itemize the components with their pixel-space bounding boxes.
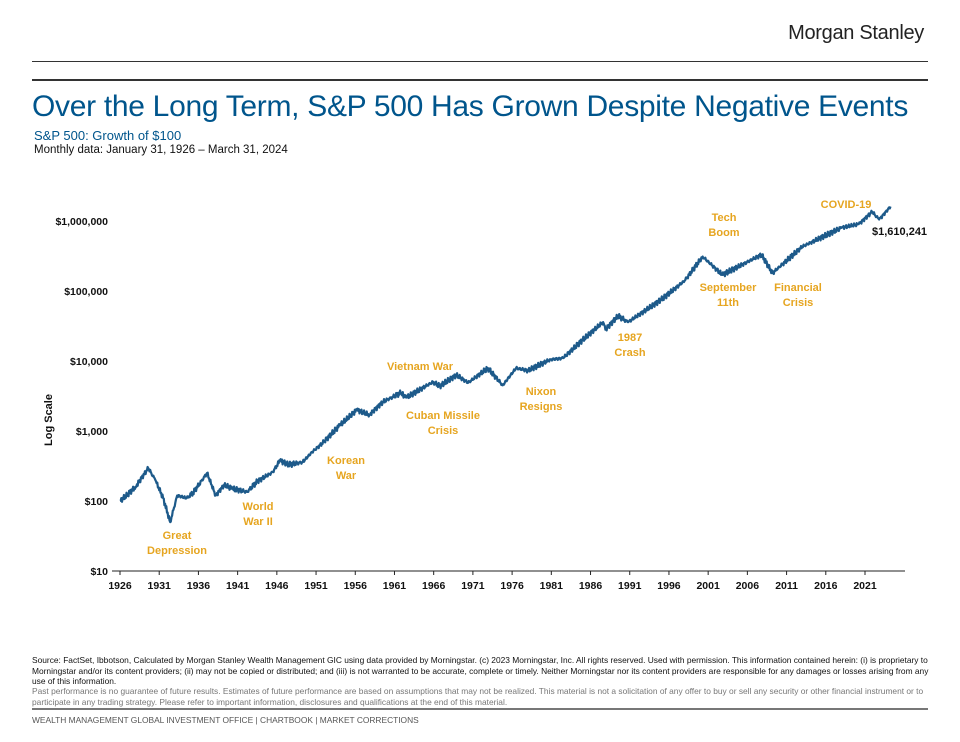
annotation-line: War <box>335 470 357 482</box>
x-tick-label: 2011 <box>775 580 798 592</box>
date-range: Monthly data: January 31, 1926 – March 3… <box>34 144 288 156</box>
annotation-covid-19: COVID-19 <box>821 198 872 213</box>
annotation-line: Financial <box>774 282 822 294</box>
annotation-line: World <box>242 501 274 513</box>
annotation-financial-crisis: Financial Crisis <box>774 281 822 311</box>
sp500-series-line <box>119 206 892 524</box>
x-tick-label: 1926 <box>108 580 132 592</box>
y-tick-label: $1,000,000 <box>55 216 108 228</box>
annotation-line: Tech <box>711 212 737 224</box>
page-title: Over the Long Term, S&P 500 Has Grown De… <box>32 90 909 123</box>
annotation-world-war-ii: World War II <box>243 500 274 530</box>
annotation-line: Boom <box>708 227 740 239</box>
annotation-line: Nixon <box>525 386 557 398</box>
annotation-line: 1987 <box>617 332 643 344</box>
x-tick-label: 1981 <box>540 580 564 592</box>
annotation-nixon-resigns: Nixon Resigns <box>520 385 563 415</box>
x-tick-label: 1931 <box>148 580 172 592</box>
annotation-line: Resigns <box>519 401 563 413</box>
annotation-line: War II <box>243 516 273 528</box>
annotation-tech-boom: Tech Boom <box>708 211 739 241</box>
annotation-line: Crash <box>614 347 646 359</box>
annotation-line: Korean <box>327 455 365 467</box>
x-tick-label: 1971 <box>461 580 485 592</box>
source-note: Source: FactSet, Ibbotson, Calculated by… <box>32 655 929 686</box>
y-tick-label: $10,000 <box>70 356 108 368</box>
morgan-stanley-logo: Morgan Stanley <box>788 22 924 44</box>
annotation-september-11th: September 11th <box>700 281 757 311</box>
x-tick-label: 2006 <box>736 580 760 592</box>
x-tick-label: 1961 <box>383 580 407 592</box>
annotation-line: Vietnam War <box>386 361 454 373</box>
x-tick-label: 1941 <box>226 580 250 592</box>
annotation-great-depression: Great Depression <box>147 529 207 559</box>
annotation-line: Crisis <box>427 425 459 437</box>
x-tick-label: 2021 <box>853 580 877 592</box>
y-tick-label: $100,000 <box>64 286 108 298</box>
header-divider <box>32 61 928 62</box>
footer-divider <box>32 708 928 710</box>
x-tick-label: 1946 <box>265 580 289 592</box>
annotation-line: Cuban Missile <box>406 410 480 422</box>
y-tick-label: $100 <box>85 496 109 508</box>
y-tick-label: $10 <box>90 566 108 578</box>
annotation-line: Crisis <box>782 297 814 309</box>
x-tick-label: 1966 <box>422 580 446 592</box>
footer-nav: WEALTH MANAGEMENT GLOBAL INVESTMENT OFFI… <box>32 715 419 725</box>
x-tick-label: 1956 <box>344 580 368 592</box>
annotation-line: Depression <box>147 545 207 557</box>
header-divider <box>32 79 928 81</box>
y-axis-label: Log Scale <box>43 394 55 446</box>
annotation-line: 11th <box>716 297 740 309</box>
chart-subtitle: S&P 500: Growth of $100 <box>34 128 182 143</box>
annotation-korean-war: Korean War <box>327 454 365 484</box>
end-value-label: $1,610,241 <box>872 226 928 238</box>
x-tick-label: 1976 <box>500 580 524 592</box>
x-tick-label: 1951 <box>304 580 328 592</box>
x-tick-label: 1991 <box>618 580 642 592</box>
annotation-1987-crash: 1987 Crash <box>614 331 645 361</box>
x-tick-label: 2016 <box>814 580 838 592</box>
y-tick-label: $1,000 <box>76 426 108 438</box>
x-tick-label: 2001 <box>696 580 720 592</box>
annotation-line: September <box>699 282 757 294</box>
x-tick-label: 1986 <box>579 580 603 592</box>
annotation-line: COVID-19 <box>820 199 872 211</box>
x-tick-label: 1936 <box>187 580 211 592</box>
disclaimer: Past performance is no guarantee of futu… <box>32 686 924 707</box>
x-tick-label: 1996 <box>657 580 681 592</box>
annotation-cuban-missile-crisis: Cuban Missile Crisis <box>406 409 480 439</box>
annotation-line: Great <box>162 530 192 542</box>
annotation-vietnam-war: Vietnam War <box>387 360 453 375</box>
